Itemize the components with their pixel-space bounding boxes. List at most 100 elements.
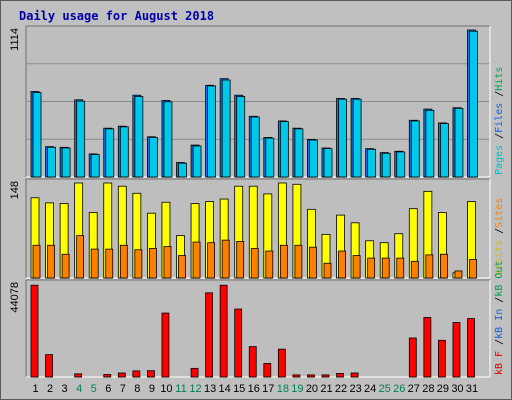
bar-kbytes-kb-f (307, 374, 315, 378)
day-label: 15 (233, 383, 245, 395)
bar-hits-files (119, 126, 129, 178)
bar-hits-files (236, 96, 246, 178)
day-label: 26 (393, 383, 405, 395)
bar-hits-files (76, 100, 86, 178)
bar-kbytes-kb-f (423, 317, 432, 378)
bar-kbytes-kb-f (161, 312, 170, 378)
bar-visits-sites (32, 244, 41, 279)
bar-kbytes-kb-f (452, 322, 461, 378)
bar-hits-files (439, 123, 449, 178)
bar-kbytes-kb-f (117, 372, 126, 378)
bar-hits-files (192, 145, 202, 178)
bar-hits-files (381, 152, 391, 178)
day-label: 29 (437, 383, 449, 395)
legend-separator: / (494, 297, 505, 303)
bar-kbytes-kb-f (263, 363, 272, 378)
bar-visits-sites (469, 258, 477, 279)
legend-separator: / (494, 228, 505, 234)
bar-hits-files (148, 137, 158, 178)
legend-files: Files (494, 97, 505, 133)
bar-hits-files (309, 139, 318, 178)
bar-hits-files (47, 146, 56, 178)
bar-hits-files (221, 79, 231, 178)
legend-pages: Pages (494, 139, 505, 175)
day-label: 12 (189, 383, 201, 395)
kbytes-legend: kB F /kB In /kB Out (494, 261, 505, 375)
bar-visits-sites (410, 260, 419, 279)
bar-visits-sites (148, 248, 157, 279)
day-label: 22 (335, 383, 347, 395)
day-label: 31 (466, 383, 478, 395)
bar-visits-sites (454, 270, 463, 279)
bar-hits-files (338, 98, 347, 178)
day-label: 8 (134, 383, 140, 395)
day-label: 3 (62, 383, 68, 395)
day-label: 9 (149, 383, 155, 395)
bar-hits-files (279, 121, 289, 178)
day-label: 24 (364, 383, 376, 395)
legend-kb-in: kB In (494, 303, 505, 339)
legend-separator: / (494, 133, 505, 139)
hits-max-label: 1114 (9, 28, 21, 51)
bar-kbytes-kb-f (219, 284, 228, 378)
bar-kbytes-kb-f (277, 348, 286, 378)
bar-hits-files (323, 148, 333, 178)
bar-hits-files (410, 120, 420, 178)
bar-visits-sites (119, 244, 128, 279)
day-label: 2 (47, 383, 53, 395)
bar-visits-sites (294, 244, 303, 279)
bar-kbytes-kb-f (45, 354, 53, 378)
bar-hits-files (396, 151, 406, 178)
bar-kbytes-kb-f (146, 370, 155, 378)
bar-hits-files (105, 128, 115, 178)
bar-kbytes-kb-f (467, 318, 475, 378)
visits-max-label: 148 (9, 181, 21, 199)
day-label: 28 (422, 383, 434, 395)
legend-separator: / (494, 91, 505, 97)
bar-hits-files (163, 101, 173, 178)
bar-visits-sites (76, 235, 85, 279)
bar-kbytes-kb-f (292, 374, 301, 378)
bar-kbytes-kb-f (234, 308, 243, 378)
bar-kbytes-kb-f (437, 339, 446, 378)
bar-hits-files (32, 92, 42, 178)
day-label: 6 (105, 383, 111, 395)
legend-hits: Hits (494, 67, 505, 91)
bar-visits-sites (338, 250, 346, 279)
day-label: 4 (76, 383, 82, 395)
bar-visits-sites (207, 242, 216, 279)
bar-hits-files (294, 128, 304, 178)
bar-hits-files (265, 137, 275, 178)
day-label: 18 (277, 383, 289, 395)
bar-kbytes-kb-f (336, 373, 344, 378)
bar-hits-files (90, 154, 100, 178)
bar-hits-files (425, 109, 435, 178)
bar-hits-files (352, 98, 362, 178)
day-label: 1 (32, 383, 38, 395)
bar-visits-sites (221, 239, 230, 279)
bar-visits-sites (192, 241, 201, 279)
bar-hits-files (250, 116, 260, 178)
legend-separator: / (494, 339, 505, 345)
legend-kb-out: kB Out (494, 261, 505, 297)
bar-visits-sites (265, 250, 274, 279)
bar-visits-sites (381, 257, 390, 279)
day-label: 5 (91, 383, 97, 395)
bar-kbytes-kb-f (30, 284, 39, 378)
day-label: 17 (262, 383, 274, 395)
bar-visits-sites (250, 248, 259, 279)
bar-visits-sites (279, 244, 288, 279)
bar-visits-sites (352, 255, 361, 279)
bar-visits-sites (61, 253, 70, 279)
bar-visits-sites (47, 244, 55, 279)
bar-kbytes-kb-f (205, 292, 214, 378)
bar-visits-sites (367, 257, 376, 279)
bar-hits-files (178, 162, 187, 178)
bar-kbytes-kb-f (74, 373, 83, 378)
bar-visits-sites (236, 241, 245, 279)
day-label: 20 (306, 383, 318, 395)
bar-kbytes-kb-f (103, 374, 112, 378)
